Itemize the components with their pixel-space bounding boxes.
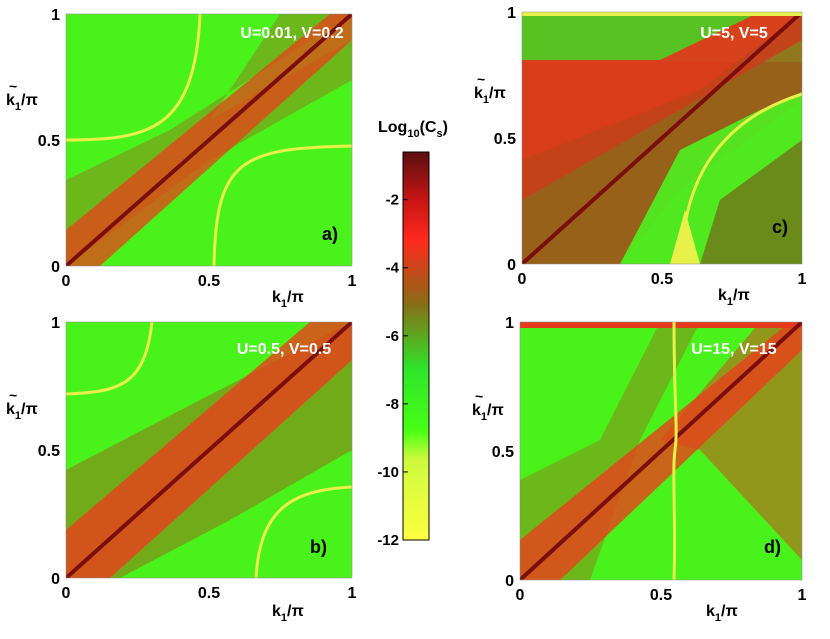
y-axis-label-tilde: ~ <box>9 78 17 94</box>
panel-b: U=0.5, V=0.5 b) <box>65 321 353 579</box>
y-axis-label-tilde: ~ <box>9 387 17 403</box>
heatmap-panel-c <box>522 12 802 264</box>
panel-c: U=5, V=5 c) <box>521 11 803 265</box>
y-tick-label: 0 <box>505 573 514 590</box>
colorbar-strip <box>402 151 430 541</box>
yellow-contour <box>672 322 678 580</box>
colorbar-tick-label: -10 <box>377 464 399 481</box>
plot-frame <box>519 321 803 581</box>
panel-c-title: U=5, V=5 <box>700 25 768 42</box>
heatmap-panel-d <box>520 322 802 580</box>
y-tick-label: 0.5 <box>492 444 514 461</box>
panel-a: U=0.01, V=0.2 a) <box>65 13 353 267</box>
x-tick-label: 0 <box>62 585 71 602</box>
yellow-contour <box>212 144 352 266</box>
y-tick-label: 1 <box>51 315 60 332</box>
x-tick-label: 1 <box>348 585 357 602</box>
colorbar-title: Log10(Cs) <box>378 119 448 140</box>
diagonal-ridge <box>522 12 802 264</box>
colorbar-tick-label: -6 <box>386 328 399 345</box>
x-axis-label: k1/π <box>706 603 738 624</box>
y-tick-label: 0.5 <box>494 131 516 148</box>
diagonal-ridge <box>66 14 352 266</box>
x-tick-label: 0.5 <box>198 273 220 290</box>
y-axis-label-tilde: ~ <box>477 71 485 87</box>
x-tick-label: 1 <box>798 271 807 288</box>
panel-d: U=15, V=15 d) <box>519 321 803 581</box>
x-tick-label: 1 <box>348 273 357 290</box>
panel-a-title: U=0.01, V=0.2 <box>240 25 343 42</box>
diagonal-ridge <box>520 322 802 580</box>
y-axis-label: k1/π <box>6 401 38 422</box>
x-tick-label: 0 <box>518 271 527 288</box>
y-axis-label: k1/π <box>6 92 38 113</box>
yellow-contour <box>66 14 202 142</box>
y-axis-label-tilde: ~ <box>475 388 483 404</box>
panel-b-title: U=0.5, V=0.5 <box>237 341 331 358</box>
x-tick-label: 0.5 <box>198 585 220 602</box>
x-tick-label: 0.5 <box>651 271 673 288</box>
colorbar: Log10(Cs) -2 -4 -6 -8 -10 -12 <box>377 119 448 549</box>
x-tick-label: 0 <box>516 587 525 604</box>
colorbar-tick-label: -8 <box>386 396 399 413</box>
y-tick-label: 0.5 <box>38 133 60 150</box>
panel-b-label: b) <box>310 537 327 557</box>
panel-d-label: d) <box>764 537 781 557</box>
axes-layer: 000.50.511k1/π~k1/π000.50.511k1/π~k1/π00… <box>6 5 807 624</box>
yellow-contour <box>66 322 154 396</box>
y-tick-label: 0.5 <box>38 443 60 460</box>
heatmap-region <box>670 210 700 264</box>
plot-frame <box>521 11 803 265</box>
y-tick-label: 0 <box>507 257 516 274</box>
diagonal-ridge <box>66 322 352 578</box>
heatmap-region <box>620 92 802 264</box>
plot-frame <box>65 13 353 267</box>
panel-c-label: c) <box>772 217 788 237</box>
heatmap-panel-a <box>66 14 352 266</box>
yellow-contour <box>522 12 802 16</box>
colorbar-ticks: -2 -4 -6 -8 -10 -12 <box>377 192 408 549</box>
x-axis-label: k1/π <box>718 287 750 308</box>
y-tick-label: 1 <box>507 5 516 22</box>
heatmap-region <box>520 322 802 328</box>
x-tick-label: 0.5 <box>650 587 672 604</box>
colorbar-tick-label: -2 <box>386 192 399 209</box>
heatmap-panel-b <box>66 322 352 578</box>
colorbar-tick-label: -12 <box>377 532 399 549</box>
x-axis-label: k1/π <box>272 289 304 310</box>
x-tick-label: 0 <box>62 273 71 290</box>
y-tick-label: 0 <box>51 259 60 276</box>
panel-a-label: a) <box>322 224 338 244</box>
colorbar-tick-label: -4 <box>386 260 400 277</box>
y-tick-label: 1 <box>51 7 60 24</box>
panel-d-title: U=15, V=15 <box>691 341 777 358</box>
y-tick-label: 0 <box>51 571 60 588</box>
y-axis-label: k1/π <box>472 402 504 423</box>
yellow-contour <box>680 92 802 264</box>
yellow-contour <box>254 485 352 578</box>
x-axis-label: k1/π <box>272 603 304 624</box>
y-axis-label: k1/π <box>474 85 506 106</box>
y-tick-label: 1 <box>505 315 514 332</box>
plot-frame <box>65 321 353 579</box>
x-tick-label: 1 <box>798 587 807 604</box>
